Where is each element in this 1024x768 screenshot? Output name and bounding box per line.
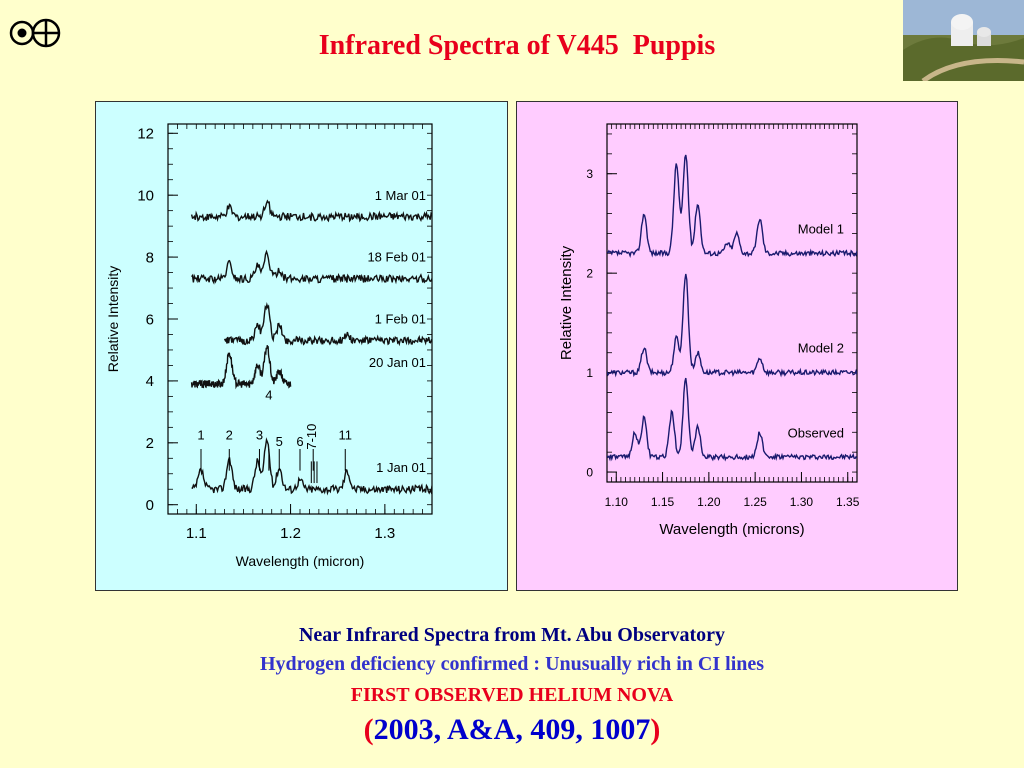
y-axis-label: Relative Intensity	[558, 245, 575, 360]
series-label: 18 Feb 01	[367, 250, 426, 265]
spectrum-line-1	[607, 273, 857, 378]
y-tick-label: 2	[146, 435, 154, 452]
observatory-photo	[903, 0, 1024, 84]
caption-reference: (2003, A&A, 409, 1007)	[0, 713, 1024, 747]
caption-helium-nova: FIRST OBSERVED HELIUM NOVA	[350, 684, 674, 706]
line-marker-label: 2	[226, 428, 233, 443]
reference-text: 2003, A&A, 409, 1007	[373, 713, 651, 746]
x-axis-label: Wavelength (micron)	[236, 553, 365, 569]
y-tick-label: 2	[586, 266, 593, 280]
line-marker-label: 3	[256, 428, 263, 443]
spectrum-line-3	[191, 249, 432, 285]
line-marker-label: 6	[296, 434, 303, 449]
line-marker-label: 1	[197, 428, 204, 443]
x-tick-label: 1.30	[790, 495, 814, 509]
y-tick-label: 6	[146, 311, 154, 328]
spectrum-line-4	[190, 199, 432, 223]
y-tick-label: 12	[137, 126, 154, 143]
y-tick-label: 3	[586, 167, 593, 181]
x-tick-label: 1.2	[280, 525, 301, 542]
x-tick-label: 1.35	[836, 495, 860, 509]
x-tick-label: 1.15	[651, 495, 675, 509]
y-tick-label: 10	[137, 187, 154, 204]
model-comparison-chart: 1.10 1.15 1.20 1.25 1.30 1.35 0 1 2 3 Wavelength (…	[558, 123, 860, 538]
y-tick-label: 0	[586, 465, 593, 479]
x-tick-label: 1.10	[605, 495, 629, 509]
line-marker-label: 7-10	[304, 424, 319, 450]
y-tick-label: 1	[586, 366, 593, 380]
left-spectra-panel: 1.1 1.2 1.3 0 2 4 6 8 10 12 Wavelength (micron) Rel…	[95, 101, 508, 591]
series-label: Model 1	[798, 221, 844, 236]
reference-close-paren: )	[650, 713, 661, 746]
caption-observatory: Near Infrared Spectra from Mt. Abu Obser…	[298, 624, 726, 646]
y-tick-label: 0	[146, 497, 154, 514]
spectrum-line-0	[191, 437, 432, 496]
y-axis-label: Relative Intensity	[105, 266, 121, 373]
observatory-logo-icon	[8, 8, 62, 58]
caption-hydrogen: Hydrogen deficiency confirmed : Unusuall…	[259, 653, 765, 675]
line-marker-label: 4	[265, 387, 272, 402]
x-tick-label: 1.1	[186, 525, 207, 542]
spectrum-line-2	[223, 302, 432, 347]
series-label: Model 2	[798, 341, 844, 356]
x-tick-label: 1.20	[697, 495, 721, 509]
line-marker-label: 5	[276, 434, 283, 449]
spectrum-line-2	[607, 377, 857, 462]
series-label: 1 Mar 01	[375, 188, 426, 203]
line-marker-label: 11	[339, 428, 353, 443]
series-label: 20 Jan 01	[369, 355, 426, 370]
page-title: Infrared Spectra of V445 Puppis	[318, 30, 716, 61]
spectrum-line-1	[190, 345, 292, 390]
series-label: 1 Jan 01	[376, 460, 426, 475]
x-tick-label: 1.3	[374, 525, 395, 542]
y-tick-label: 8	[146, 249, 154, 266]
right-model-panel: 1.10 1.15 1.20 1.25 1.30 1.35 0 1 2 3 Wavelength (…	[516, 101, 958, 591]
reference-open-paren: (	[363, 713, 374, 746]
spectrum-line-0	[607, 154, 857, 258]
x-axis-label: Wavelength (microns)	[659, 521, 804, 538]
x-tick-label: 1.25	[743, 495, 767, 509]
series-label: Observed	[788, 425, 844, 440]
series-label: 1 Feb 01	[375, 312, 426, 327]
y-tick-label: 4	[146, 373, 154, 390]
